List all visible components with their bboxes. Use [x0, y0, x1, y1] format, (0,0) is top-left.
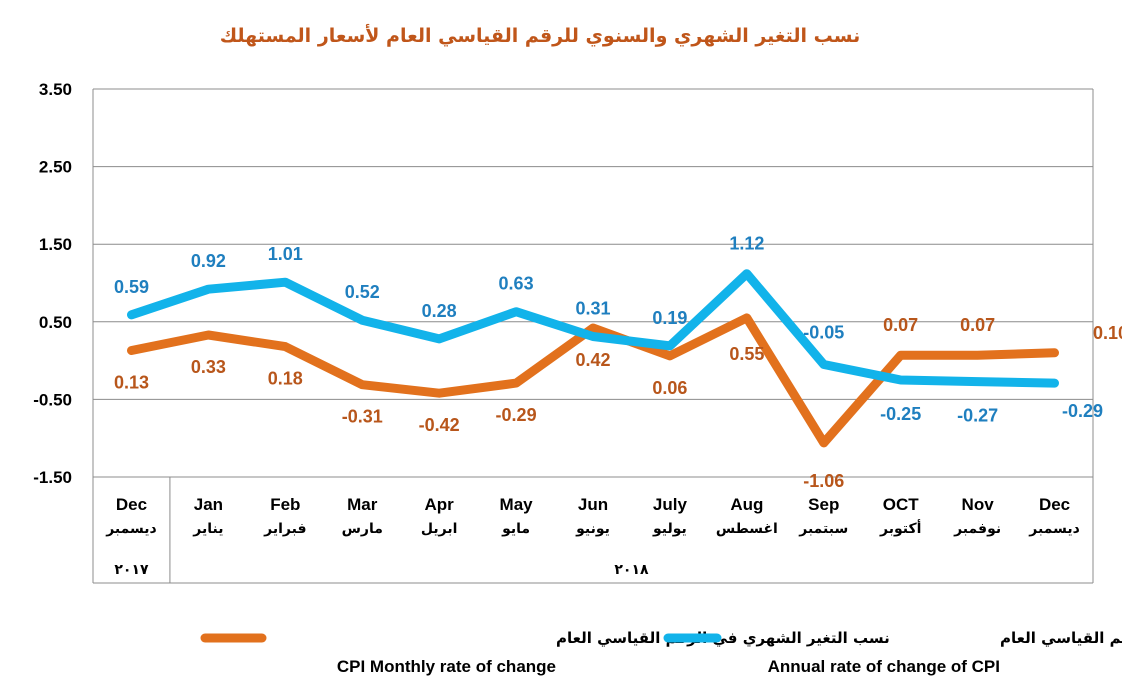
data-label-annual: 0.28 [422, 301, 457, 321]
x-tick-label-en: Mar [347, 495, 378, 514]
data-label-annual: 1.01 [268, 244, 303, 264]
y-tick-label: 3.50 [39, 80, 72, 99]
x-tick-label-ar: ابريل [421, 521, 458, 537]
series-line-annual [127, 269, 1059, 388]
data-label-annual: 0.92 [191, 251, 226, 271]
data-label-annual: -0.29 [1062, 401, 1103, 421]
legend-label-monthly-ar: نسب التغير الشهري في الرقم القياسي العام [556, 629, 890, 648]
x-tick-label-en: July [653, 495, 688, 514]
x-tick-label-ar: ديسمبر [1028, 521, 1080, 537]
y-axis-ticks: 3.50 2.50 1.50 0.50 -0.50 -1.50 [33, 80, 72, 487]
x-tick-label-en: Dec [116, 495, 147, 514]
y-tick-label: -1.50 [33, 468, 72, 487]
series-line-monthly [127, 313, 1059, 448]
x-tick-label-ar: يوليو [652, 521, 687, 537]
x-tick-label-ar: مايو [501, 521, 530, 537]
data-label-annual: -0.05 [803, 322, 844, 342]
data-label-monthly: 0.18 [268, 369, 303, 389]
x-axis: Dec ديسمبر Jan يناير Feb فبراير Mar مارس Apr ابري… [105, 495, 1080, 578]
x-tick-label-ar: اغسطس [716, 521, 778, 537]
year-label: ٢٠١٨ [614, 562, 649, 578]
x-tick-label-ar: ديسمبر [105, 521, 157, 537]
x-tick-label-en: Aug [730, 495, 763, 514]
x-tick-label-en: Dec [1039, 495, 1070, 514]
x-tick-label-ar: سبتمبر [798, 521, 848, 537]
data-label-monthly: 0.42 [575, 350, 610, 370]
x-tick-label-en: Apr [425, 495, 455, 514]
x-tick-label-en: Sep [808, 495, 839, 514]
data-label-monthly: 0.55 [729, 344, 764, 364]
data-label-monthly: 0.13 [114, 373, 149, 393]
data-label-annual: -0.27 [957, 406, 998, 426]
x-tick-label-en: Jun [578, 495, 608, 514]
y-tick-label: 2.50 [39, 158, 72, 177]
chart-title: نسب التغير الشهري والسنوي للرقم القياسي … [220, 24, 861, 48]
x-tick-label-ar: أكتوبر [879, 519, 921, 537]
x-tick-label-en: Nov [962, 495, 995, 514]
data-label-monthly: 0.33 [191, 357, 226, 377]
x-tick-label-en: May [500, 495, 534, 514]
x-tick-label-en: Jan [194, 495, 223, 514]
x-tick-label-en: OCT [883, 495, 920, 514]
data-label-monthly: 0.07 [883, 315, 918, 335]
x-tick-label-ar: فبراير [263, 521, 306, 537]
data-label-monthly: -0.31 [342, 407, 383, 427]
data-label-monthly: 0.07 [960, 315, 995, 335]
series-lines [127, 269, 1059, 448]
data-label-monthly: -1.06 [803, 471, 844, 491]
data-labels: 0.13 0.33 0.18 -0.31 -0.42 -0.29 0.42 0.06 0.55 -… [114, 234, 1122, 491]
data-label-monthly: -0.42 [419, 415, 460, 435]
legend-label-annual-ar: نسبة التغير السنوي للرقم القياسي العام [1000, 629, 1122, 648]
legend-label-monthly-en: CPI Monthly rate of change [337, 657, 556, 676]
data-label-annual: 0.52 [345, 282, 380, 302]
x-tick-label-ar: مارس [342, 521, 383, 537]
data-label-monthly: 0.10 [1093, 323, 1122, 343]
data-label-annual: 0.63 [499, 274, 534, 294]
grid-lines [92, 88, 1094, 584]
legend: نسب التغير الشهري في الرقم القياسي العام… [200, 629, 1122, 676]
y-tick-label: 0.50 [39, 313, 72, 332]
y-tick-label: 1.50 [39, 235, 72, 254]
data-label-annual: -0.25 [880, 404, 921, 424]
y-tick-label: -0.50 [33, 390, 72, 409]
data-label-annual: 0.19 [652, 308, 687, 328]
x-tick-label-ar: نوفمبر [953, 521, 1001, 537]
data-label-monthly: -0.29 [496, 405, 537, 425]
data-label-annual: 0.59 [114, 277, 149, 297]
year-label: ٢٠١٧ [114, 562, 149, 578]
data-label-monthly: 0.06 [652, 378, 687, 398]
x-tick-label-ar: يونيو [575, 521, 610, 537]
data-label-annual: 1.12 [729, 234, 764, 254]
x-tick-label-ar: يناير [192, 521, 223, 537]
x-tick-label-en: Feb [270, 495, 300, 514]
data-label-annual: 0.31 [575, 299, 610, 319]
legend-label-annual-en: Annual rate of change of CPI [768, 657, 1000, 676]
